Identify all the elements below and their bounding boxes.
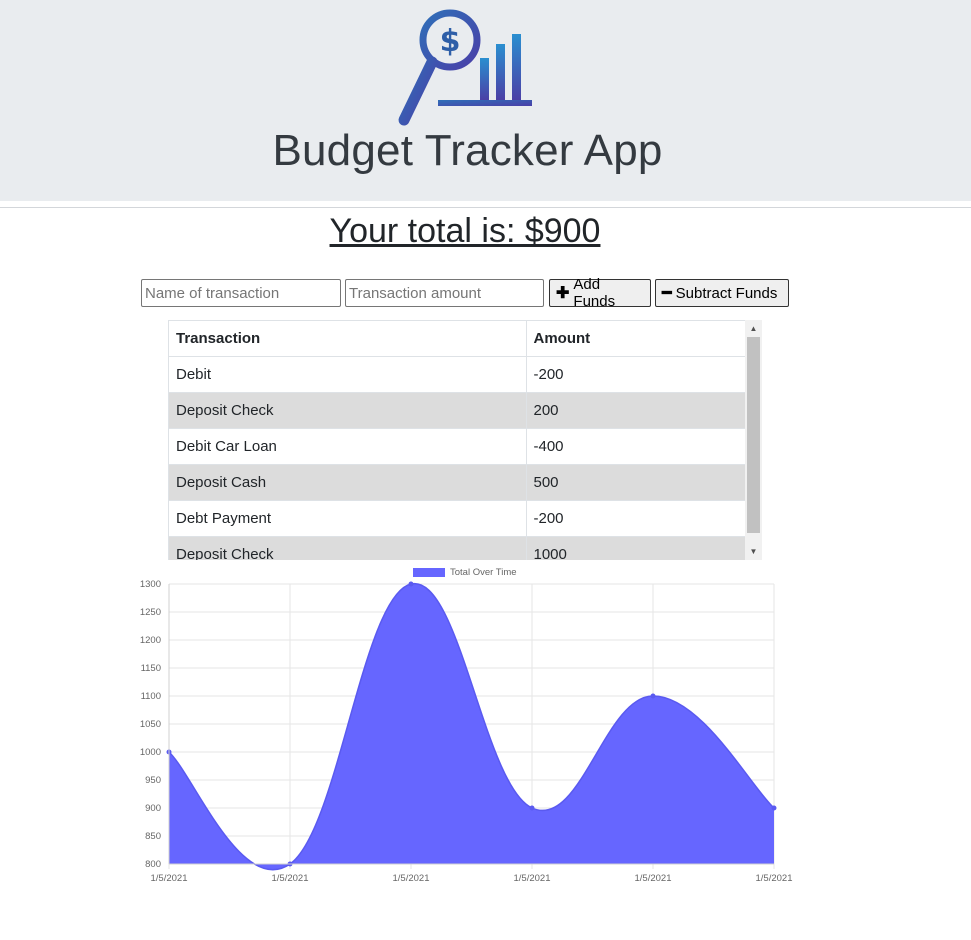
table-row: Debit -200 xyxy=(169,356,746,393)
subtract-funds-button[interactable]: ━ Subtract Funds xyxy=(655,279,789,307)
y-tick-label: 900 xyxy=(145,803,161,814)
scroll-down-arrow-icon[interactable]: ▼ xyxy=(749,547,758,556)
transaction-amount-cell: -200 xyxy=(526,356,746,393)
table-scrollbar[interactable]: ▲ ▼ xyxy=(745,320,762,560)
x-tick-label: 1/5/2021 xyxy=(514,873,551,884)
data-point xyxy=(650,693,656,699)
x-tick-label: 1/5/2021 xyxy=(393,873,430,884)
y-tick-label: 1050 xyxy=(140,719,161,730)
table-row: Debt Payment -200 xyxy=(169,500,746,537)
budget-logo-icon: $ xyxy=(398,9,532,126)
transaction-name-cell: Debt Payment xyxy=(169,500,527,537)
x-tick-label: 1/5/2021 xyxy=(272,873,309,884)
app-title: Budget Tracker App xyxy=(272,126,663,175)
table-row: Deposit Check 1000 xyxy=(169,536,746,560)
transaction-name-cell: Debit Car Loan xyxy=(169,428,527,465)
y-tick-label: 1150 xyxy=(141,663,161,674)
table-row: Deposit Check 200 xyxy=(169,392,746,429)
transaction-amount-input[interactable] xyxy=(345,279,544,307)
scrollbar-thumb[interactable] xyxy=(747,337,760,533)
header: $ Budget Tracker App xyxy=(0,0,971,201)
data-point xyxy=(771,805,777,811)
transaction-amount-cell: 500 xyxy=(526,464,746,501)
data-point xyxy=(529,805,535,811)
transaction-name-input[interactable] xyxy=(141,279,341,307)
add-funds-button[interactable]: ✚ Add Funds xyxy=(549,276,651,310)
transaction-amount-cell: -400 xyxy=(526,428,746,465)
transaction-amount-cell: 1000 xyxy=(526,536,746,560)
y-tick-label: 800 xyxy=(145,859,161,870)
table-row: Deposit Cash 500 xyxy=(169,464,746,501)
total-heading: Your total is: $900 xyxy=(0,212,930,251)
add-funds-label: Add Funds xyxy=(573,276,616,310)
column-header-transaction: Transaction xyxy=(169,320,527,357)
y-tick-label: 1200 xyxy=(140,635,161,646)
table-row: Debit Car Loan -400 xyxy=(169,428,746,465)
total-over-time-chart: 800 850 900 950 1000 1050 1100 1150 1200 1250 1300… xyxy=(140,567,793,884)
transaction-name-cell: Deposit Check xyxy=(169,392,527,429)
x-tick-label: 1/5/2021 xyxy=(756,873,793,884)
svg-text:$: $ xyxy=(440,24,461,59)
legend-label: Total Over Time xyxy=(450,567,517,578)
scroll-up-arrow-icon[interactable]: ▲ xyxy=(749,324,758,333)
transaction-amount-cell: 200 xyxy=(526,392,746,429)
minus-icon: ━ xyxy=(662,285,672,302)
series-area xyxy=(169,583,774,870)
transaction-amount-cell: -200 xyxy=(526,500,746,537)
subtract-funds-label: Subtract Funds xyxy=(675,284,778,302)
y-tick-label: 1000 xyxy=(140,747,161,758)
y-tick-label: 950 xyxy=(145,775,161,786)
y-tick-label: 1100 xyxy=(141,691,161,702)
total-label: Your total is: $900 xyxy=(329,212,601,250)
column-header-amount: Amount xyxy=(526,320,746,357)
legend-swatch xyxy=(413,568,445,577)
y-tick-label: 1300 xyxy=(140,579,161,590)
y-tick-label: 1250 xyxy=(140,607,161,618)
x-tick-label: 1/5/2021 xyxy=(635,873,672,884)
transactions-table-container[interactable]: Transaction Amount Debit -200 Deposit Ch… xyxy=(168,320,763,560)
transaction-name-cell: Deposit Check xyxy=(169,536,527,560)
header-divider xyxy=(0,207,971,208)
transaction-name-cell: Debit xyxy=(169,356,527,393)
transaction-name-cell: Deposit Cash xyxy=(169,464,527,501)
y-tick-label: 850 xyxy=(145,831,161,842)
data-point xyxy=(408,581,414,587)
transactions-table: Transaction Amount Debit -200 Deposit Ch… xyxy=(169,320,746,560)
x-tick-label: 1/5/2021 xyxy=(151,873,188,884)
plus-icon: ✚ xyxy=(556,285,570,302)
